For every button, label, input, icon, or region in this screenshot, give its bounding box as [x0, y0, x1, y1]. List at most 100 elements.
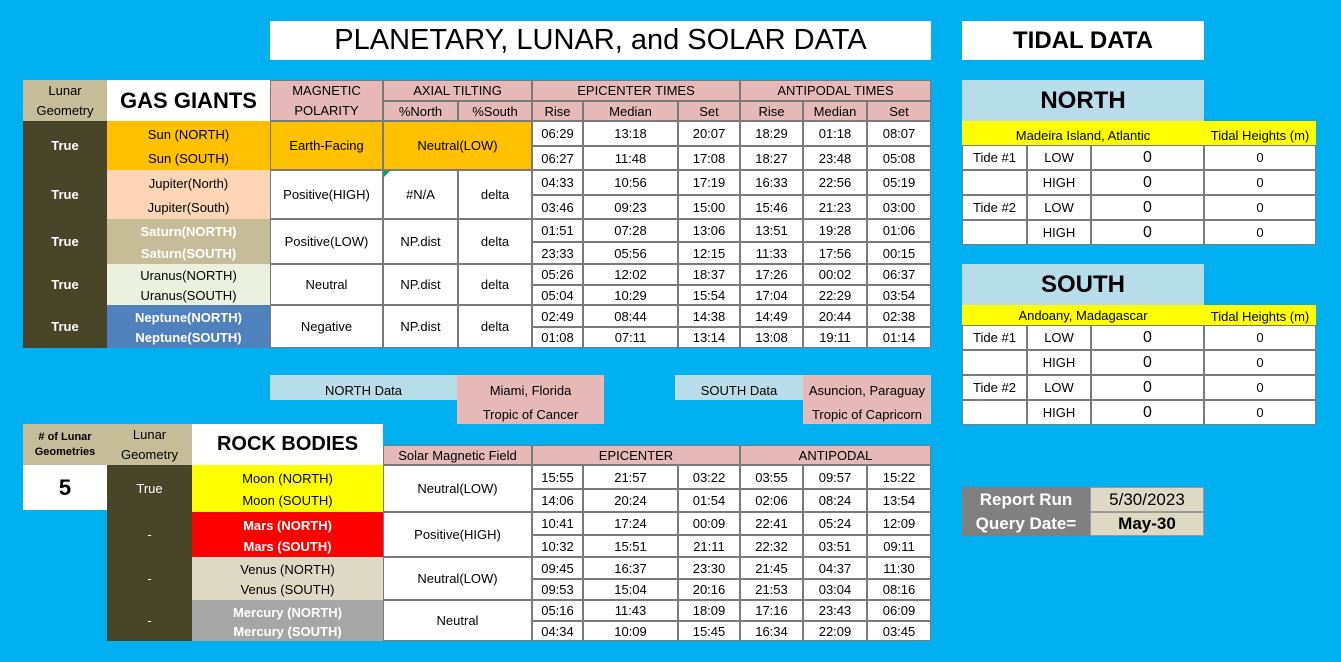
- antipodal-set-time: 06:37: [867, 264, 931, 285]
- tide-height-value: 0: [1204, 325, 1316, 350]
- pct-south-value: delta: [458, 170, 532, 219]
- epicenter-time: 21:11: [678, 535, 740, 557]
- antipodal-time: 06:09: [867, 600, 931, 621]
- epicenter-median-time: 07:11: [583, 327, 678, 348]
- antipodal-time: 08:24: [803, 489, 867, 512]
- antipodal-time: 03:04: [803, 579, 867, 600]
- antipodal-median-time: 20:44: [803, 305, 867, 327]
- antipodal-set-time: 05:19: [867, 170, 931, 195]
- tide-label: [962, 400, 1027, 425]
- epicenter-time: 15:45: [678, 621, 740, 641]
- antipodal-median-time: 19:28: [803, 219, 867, 242]
- rock-north-label: Venus (NORTH): [192, 557, 383, 579]
- rock-lunar-geometry-value: -: [107, 512, 192, 557]
- gas-lunar-geometry-value: True: [23, 121, 107, 170]
- epicenter-median-time: 10:56: [583, 170, 678, 195]
- tidal-south-location: Andoany, Madagascar: [962, 305, 1204, 325]
- epicenter-time: 23:30: [678, 557, 740, 579]
- antipodal-time: 12:09: [867, 512, 931, 535]
- rock-north-label: Moon (NORTH): [192, 465, 383, 489]
- tide-level: HIGH: [1027, 170, 1091, 195]
- antipodal-median-time: 17:56: [803, 242, 867, 264]
- antipodal-time: 02:06: [740, 489, 803, 512]
- planet-north-label: Sun (NORTH): [107, 121, 270, 146]
- antipodal-median-time: 21:23: [803, 195, 867, 219]
- magnetic-polarity-value: Positive(LOW): [270, 219, 383, 264]
- tidal-title: TIDAL DATA: [962, 21, 1204, 60]
- gas-lunar-geometry-value: True: [23, 219, 107, 264]
- south-data-label: SOUTH Data: [675, 375, 803, 400]
- south-tropic: Tropic of Capricorn: [803, 400, 931, 424]
- gas-lunar-geometry-value: True: [23, 264, 107, 305]
- antipodal-set-time: 01:06: [867, 219, 931, 242]
- pct-south-header: %South: [458, 101, 532, 121]
- epicenter-times-header: EPICENTER TIMES: [532, 80, 740, 101]
- solar-magnetic-field-value: Positive(HIGH): [383, 512, 532, 557]
- antipodal-rise-time: 13:08: [740, 327, 803, 348]
- epicenter-time: 18:09: [678, 600, 740, 621]
- epicenter-rise-time: 01:51: [532, 219, 583, 242]
- epicenter-set-time: 14:38: [678, 305, 740, 327]
- epicenter-set-time: 15:54: [678, 285, 740, 305]
- tidal-south-title: SOUTH: [962, 264, 1204, 305]
- epicenter-rise-time: 02:49: [532, 305, 583, 327]
- rock-lunar-geometry-value: -: [107, 557, 192, 600]
- epicenter-time: 10:32: [532, 535, 583, 557]
- epicenter-set-time: 20:07: [678, 121, 740, 146]
- tide-level: LOW: [1027, 375, 1091, 400]
- epicenter-median-time: 08:44: [583, 305, 678, 327]
- antipodal-rise-time: 11:33: [740, 242, 803, 264]
- pct-north-value: NP.dist: [383, 305, 458, 348]
- antipodal-median-time: 22:56: [803, 170, 867, 195]
- antipodal-time: 11:30: [867, 557, 931, 579]
- page-title: PLANETARY, LUNAR, and SOLAR DATA: [270, 21, 931, 60]
- rock-north-label: Mercury (NORTH): [192, 600, 383, 621]
- epicenter-time: 14:06: [532, 489, 583, 512]
- antipodal-set-time: 01:14: [867, 327, 931, 348]
- pct-north-value: NP.dist: [383, 264, 458, 305]
- antipodal-median-time: 01:18: [803, 121, 867, 146]
- antipodal-median-time: 23:48: [803, 146, 867, 170]
- epicenter-median-time: 13:18: [583, 121, 678, 146]
- epicenter-rise-time: 06:29: [532, 121, 583, 146]
- epicenter-rise-time: 01:08: [532, 327, 583, 348]
- epicenter-set-time: 13:06: [678, 219, 740, 242]
- antipodal-set-time: 03:54: [867, 285, 931, 305]
- epicenter-time: 15:04: [583, 579, 678, 600]
- rock-south-label: Mars (SOUTH): [192, 535, 383, 557]
- tide-time-value: 0: [1091, 325, 1204, 350]
- planet-south-label: Uranus(SOUTH): [107, 285, 270, 305]
- antipodal-time: 13:54: [867, 489, 931, 512]
- epicenter-time: 10:09: [583, 621, 678, 641]
- magnetic-polarity-value: Neutral: [270, 264, 383, 305]
- rock-lunar-geometry-value: -: [107, 600, 192, 641]
- antipodal-rise-time: 14:49: [740, 305, 803, 327]
- axial-tilting-value: Neutral(LOW): [383, 121, 532, 170]
- antipodal-rise-time: 13:51: [740, 219, 803, 242]
- magnetic-polarity-header: MAGNETIC POLARITY: [270, 80, 383, 121]
- epicenter-time: 20:24: [583, 489, 678, 512]
- epicenter-time: 03:22: [678, 465, 740, 489]
- pct-north-header: %North: [383, 101, 458, 121]
- antipodal-median-header: Median: [803, 101, 867, 121]
- tidal-north-location: Madeira Island, Atlantic: [962, 121, 1204, 145]
- planet-south-label: Sun (SOUTH): [107, 146, 270, 170]
- tide-time-value: 0: [1091, 350, 1204, 375]
- epicenter-median-time: 10:29: [583, 285, 678, 305]
- epicenter-set-time: 17:19: [678, 170, 740, 195]
- epicenter-set-time: 12:15: [678, 242, 740, 264]
- tide-label: Tide #1: [962, 145, 1027, 170]
- tide-label: Tide #1: [962, 325, 1027, 350]
- pct-south-value: delta: [458, 219, 532, 264]
- antipodal-time: 05:24: [803, 512, 867, 535]
- tide-label: Tide #2: [962, 195, 1027, 220]
- pct-north-value: NP.dist: [383, 219, 458, 264]
- gas-giants-title: GAS GIANTS: [107, 80, 270, 121]
- tide-level: HIGH: [1027, 350, 1091, 375]
- tide-label: [962, 220, 1027, 245]
- error-indicator-icon: [384, 171, 390, 177]
- magnetic-polarity-value: Positive(HIGH): [270, 170, 383, 219]
- antipodal-median-time: 22:29: [803, 285, 867, 305]
- epicenter-rise-time: 03:46: [532, 195, 583, 219]
- tide-height-value: 0: [1204, 350, 1316, 375]
